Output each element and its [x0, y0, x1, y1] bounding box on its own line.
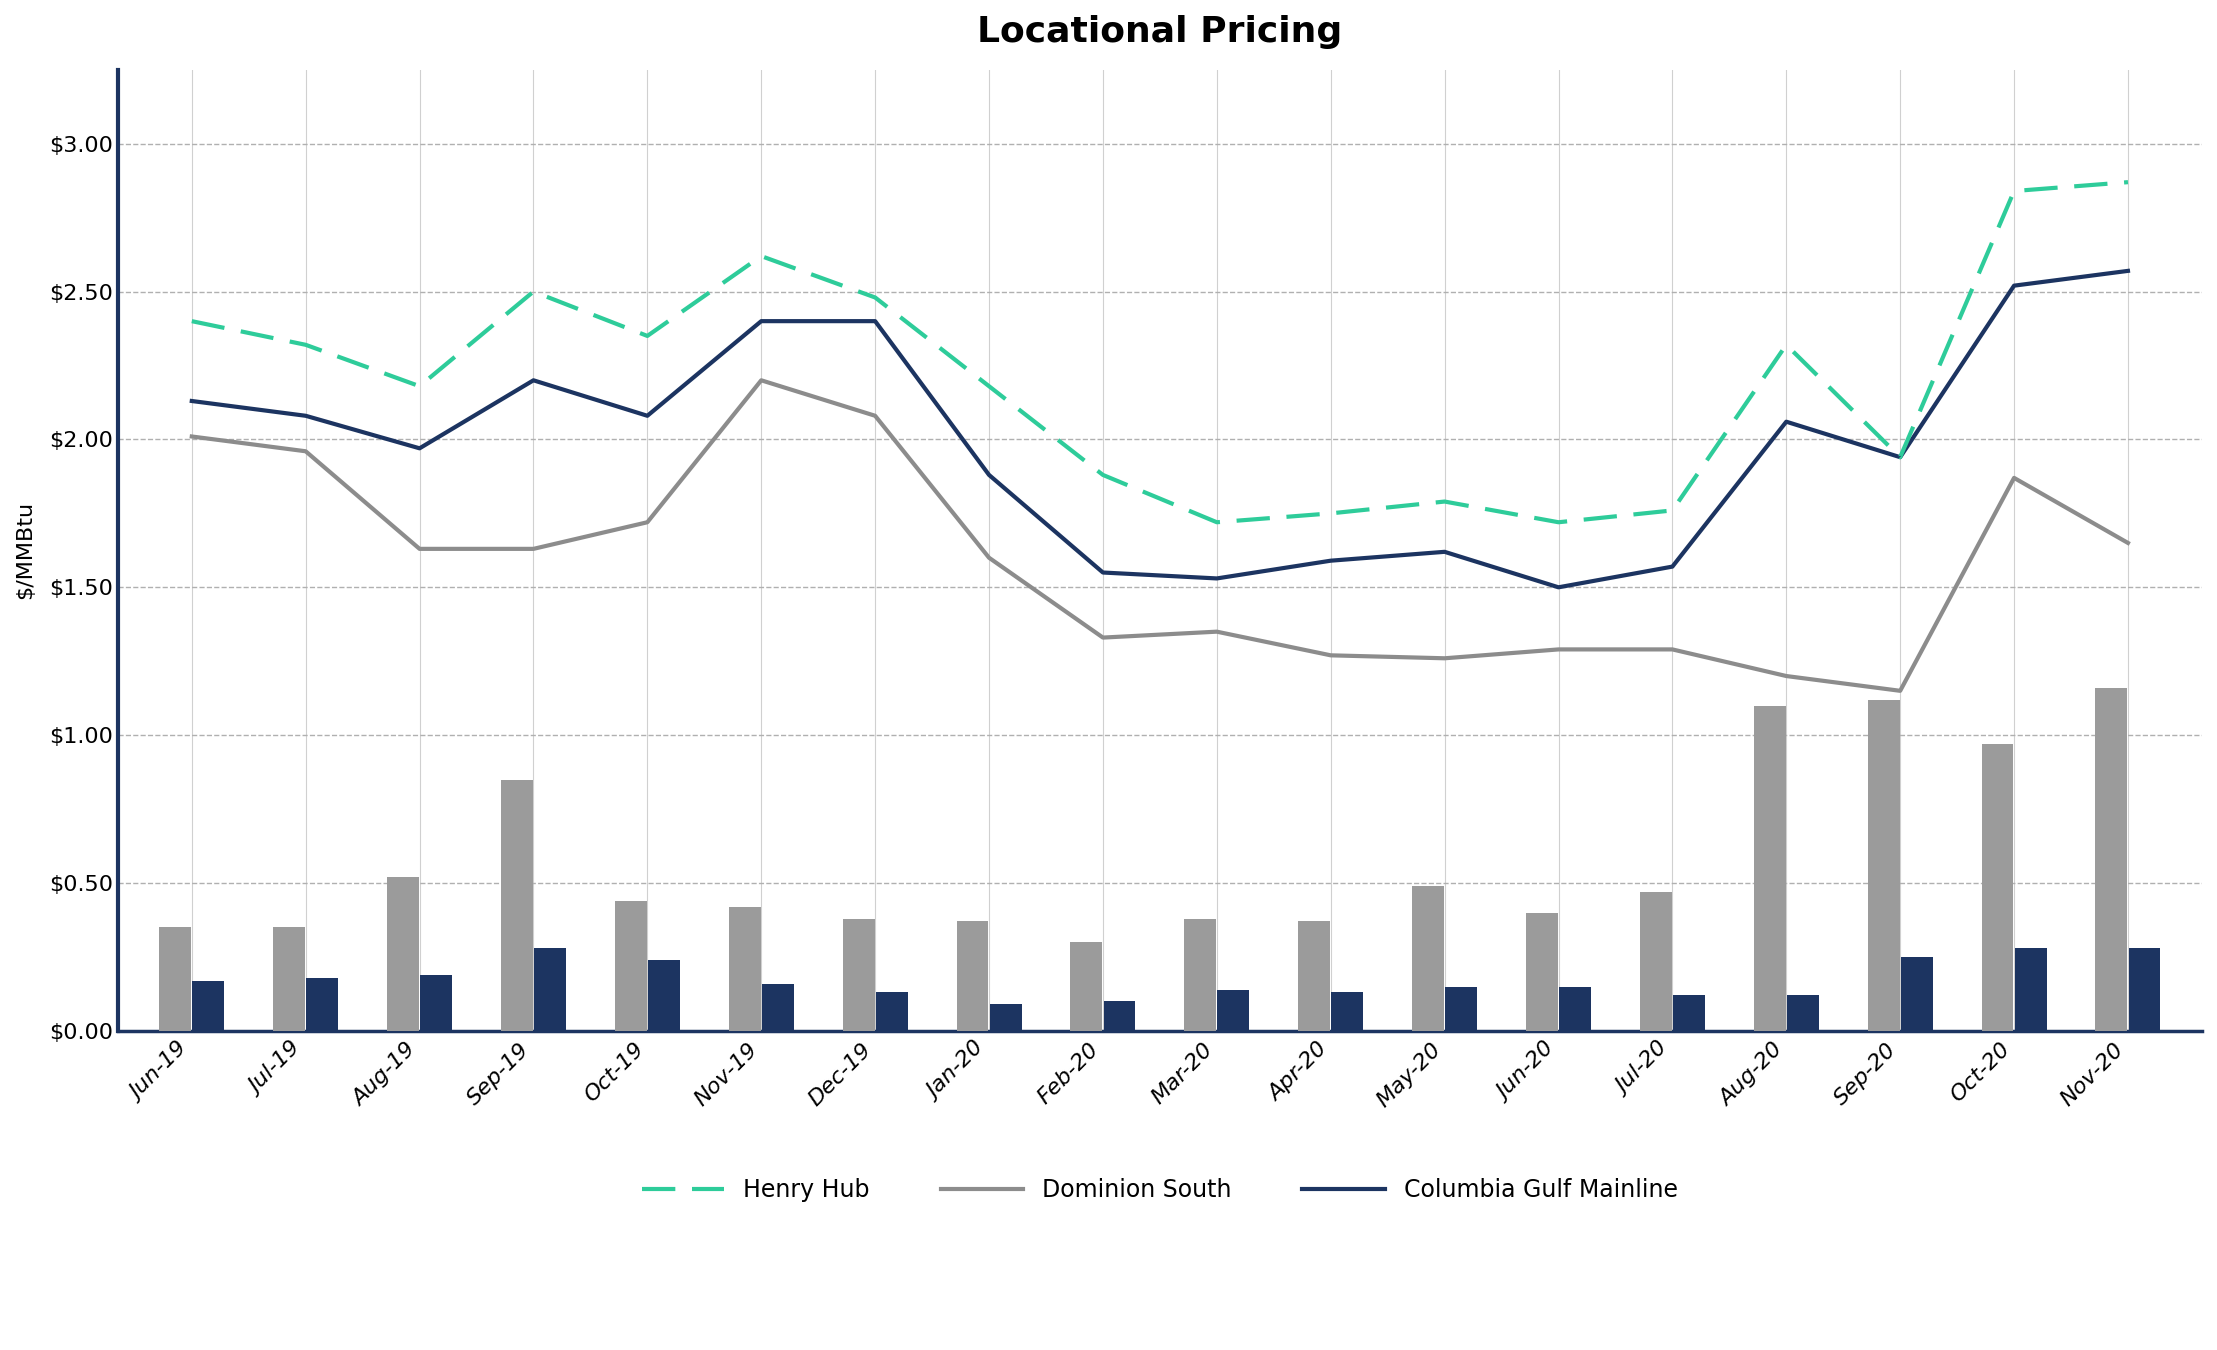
Bar	[1299, 922, 1330, 1031]
Bar	[2015, 948, 2046, 1031]
Bar	[1412, 886, 1443, 1031]
Bar	[1525, 913, 1559, 1031]
Bar	[956, 922, 989, 1031]
Bar	[1900, 957, 1933, 1031]
Bar	[193, 980, 224, 1031]
Bar	[421, 975, 452, 1031]
Bar	[989, 1004, 1022, 1031]
Bar	[614, 900, 647, 1031]
Bar	[1641, 892, 1672, 1031]
Bar	[1104, 1002, 1135, 1031]
Bar	[1445, 987, 1477, 1031]
Bar	[763, 984, 794, 1031]
Bar	[1217, 990, 1250, 1031]
Bar	[306, 977, 339, 1031]
Bar	[388, 878, 419, 1031]
Bar	[1674, 995, 1705, 1031]
Bar	[1982, 744, 2013, 1031]
Bar	[534, 948, 565, 1031]
Bar	[273, 927, 306, 1031]
Bar	[160, 927, 191, 1031]
Bar	[1867, 699, 1900, 1031]
Bar	[1071, 942, 1102, 1031]
Title: Locational Pricing: Locational Pricing	[978, 15, 1344, 49]
Y-axis label: $/MMBtu: $/MMBtu	[16, 501, 35, 599]
Bar	[2128, 948, 2162, 1031]
Bar	[842, 918, 873, 1031]
Bar	[1184, 918, 1217, 1031]
Bar	[647, 960, 681, 1031]
Bar	[1332, 992, 1363, 1031]
Bar	[1787, 995, 1818, 1031]
Bar	[1559, 987, 1592, 1031]
Legend: Henry Hub, Dominion South, Columbia Gulf Mainline: Henry Hub, Dominion South, Columbia Gulf…	[632, 1169, 1687, 1211]
Bar	[1754, 706, 1785, 1031]
Bar	[729, 907, 760, 1031]
Bar	[501, 779, 532, 1031]
Bar	[876, 992, 907, 1031]
Bar	[2095, 688, 2128, 1031]
